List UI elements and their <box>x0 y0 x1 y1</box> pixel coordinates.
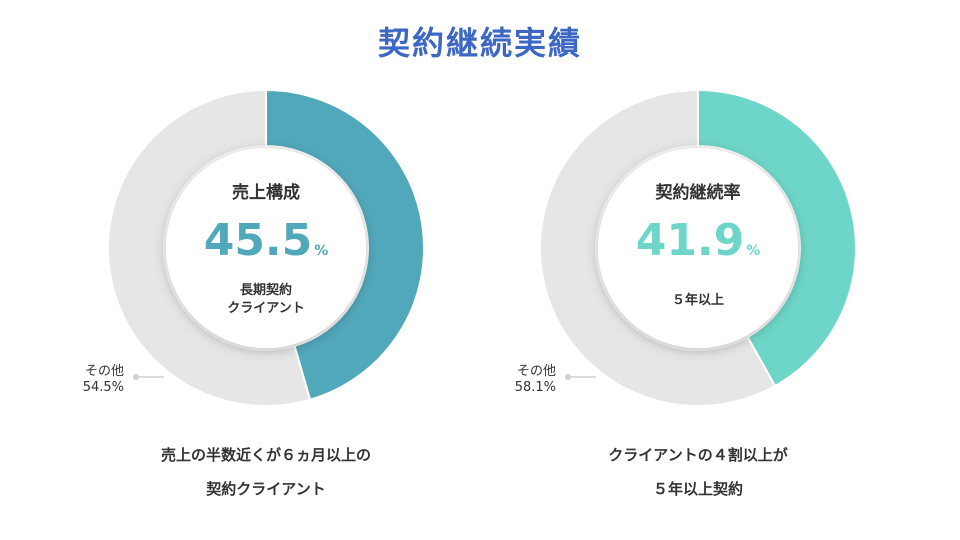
center-subtitle-line: ５年以上 <box>671 293 724 308</box>
donut-slice-highlight <box>697 88 857 388</box>
center-subtitle-line: 長期契約 <box>239 283 292 298</box>
caption-line: クライアントの４割以上が <box>608 446 788 464</box>
other-label-value: 58.1% <box>514 380 556 395</box>
value-unit: % <box>746 243 761 259</box>
donut-slice-other <box>539 88 777 407</box>
center-heading: 契約継続率 <box>655 183 741 203</box>
donut-slice-highlight <box>265 88 425 401</box>
value-number: 41.9 <box>635 215 745 266</box>
caption-line: 契約クライアント <box>206 480 326 498</box>
donut-center-disc <box>598 148 798 348</box>
donut-slice-other <box>107 88 312 407</box>
center-heading: 売上構成 <box>232 183 300 203</box>
other-leader-dot <box>133 374 139 380</box>
other-label-value: 54.5% <box>82 380 124 395</box>
other-slice-label: その他 58.1% <box>484 364 556 396</box>
other-leader-dot <box>565 374 571 380</box>
chart-caption: 売上の半数近くが６ヵ月以上の 契約クライアント <box>46 438 486 506</box>
center-subtitle: ５年以上 <box>598 292 798 310</box>
center-subtitle-line: クライアント <box>227 301 305 316</box>
caption-line: ５年以上契約 <box>652 480 743 498</box>
other-label-text: その他 <box>516 364 556 379</box>
other-slice-label: その他 54.5% <box>52 364 124 396</box>
donut-chart-sales <box>107 88 425 407</box>
value-number: 45.5 <box>203 215 313 266</box>
center-subtitle: 長期契約 クライアント <box>166 282 366 318</box>
donut-center-disc <box>166 148 366 348</box>
highlight-value: 41.9% <box>598 216 798 276</box>
chart-caption: クライアントの４割以上が ５年以上契約 <box>478 438 918 506</box>
other-label-text: その他 <box>84 364 124 379</box>
chart-panel-retention-rate: 契約継続率 41.9% ５年以上 その他 58.1% クライアントの４割以上が … <box>478 86 918 506</box>
page-title: 契約継続実績 <box>377 24 582 62</box>
value-unit: % <box>314 243 329 259</box>
caption-line: 売上の半数近くが６ヵ月以上の <box>160 446 371 464</box>
highlight-value: 45.5% <box>166 216 366 276</box>
donut-chart-retention <box>539 88 857 407</box>
chart-panel-sales-composition: 売上構成 45.5% 長期契約 クライアント その他 54.5% 売上の半数近く… <box>46 86 486 506</box>
